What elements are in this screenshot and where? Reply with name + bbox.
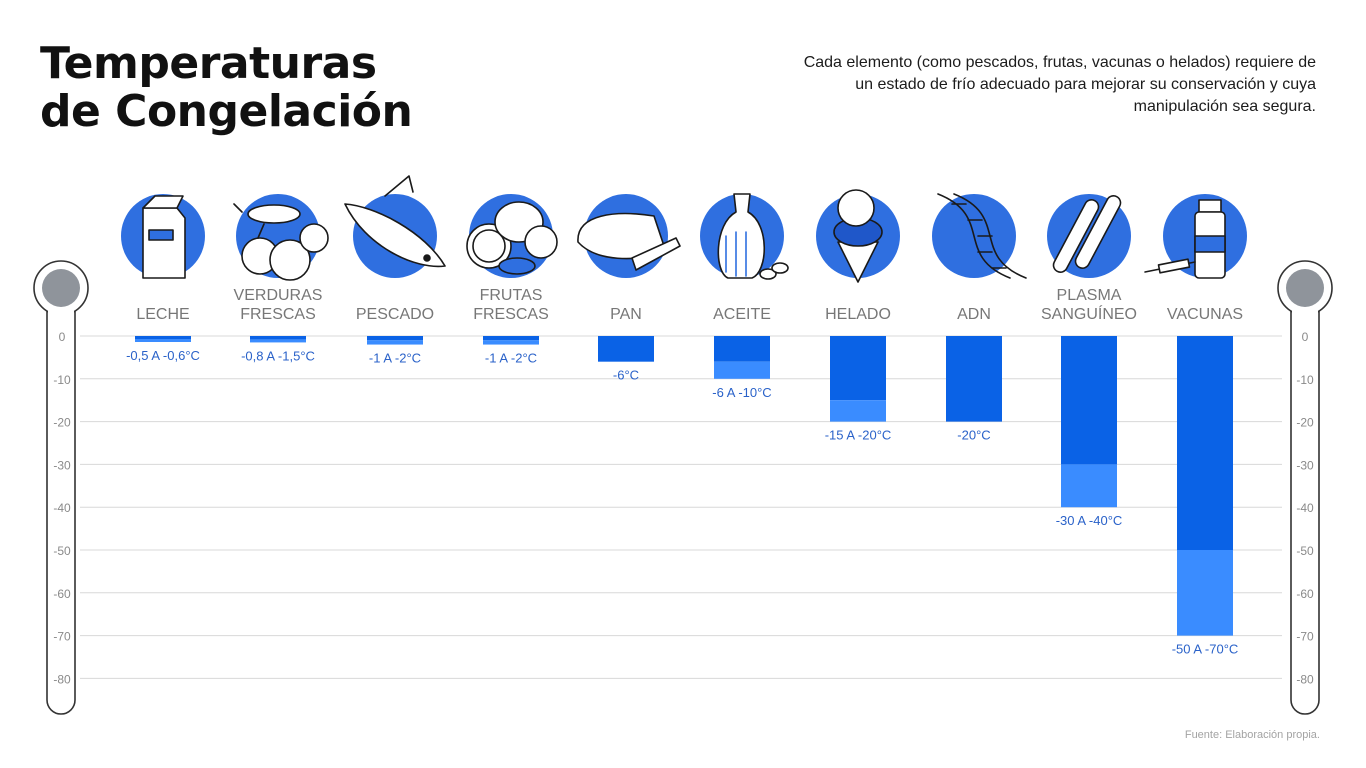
data-label: -15 A -20°C [825,428,892,443]
bar-warm-segment[interactable] [250,336,306,340]
category-label: ADN [957,306,991,323]
y-tick-label-right: -10 [1296,373,1314,387]
bar-range-segment[interactable] [830,400,886,422]
bar-range-segment[interactable] [1177,550,1233,636]
icon-art [344,175,446,268]
y-tick-label-left: -70 [53,630,71,644]
bread-icon [577,194,681,278]
y-tick-label-right: -50 [1296,544,1314,558]
data-label: -1 A -2°C [485,351,537,366]
y-tick-label-right: -70 [1296,630,1314,644]
olive-oil-jug-icon [700,193,789,280]
title-line-2: de Congelación [40,86,413,137]
vegetables-icon [233,194,329,281]
y-tick-label-left: -60 [53,587,71,601]
category-label: PAN [610,306,642,323]
category-vacunas: VACUNAS -50 A -70°C [1144,194,1247,657]
blood-tubes-icon [1047,194,1131,278]
data-label: -1 A -2°C [369,351,421,366]
category-label: VERDURAS [234,287,323,304]
bar-range-segment[interactable] [714,361,770,379]
bar-range-segment[interactable] [1061,464,1117,508]
icon-art [937,193,1027,279]
bar-warm-segment[interactable] [1061,336,1117,465]
ice-cream-cone-icon [816,189,900,283]
bar-warm-segment[interactable] [714,336,770,362]
icon-art [233,203,329,281]
milk-carton-icon [121,194,205,279]
y-tick-label-right: 0 [1302,330,1309,344]
y-tick-label-right: -20 [1296,416,1314,430]
thermometer-right [1277,260,1333,715]
icon-art [1144,199,1226,279]
source-note: Fuente: Elaboración propia. [1184,729,1320,741]
category-label: LECHE [136,306,189,323]
bar-range-segment[interactable] [135,339,191,342]
icon-art [577,212,681,271]
category-adn: ADN -20°C [932,193,1027,443]
y-tick-label-right: -40 [1296,501,1314,515]
category-label: FRESCAS [240,306,316,323]
bar-warm-segment[interactable] [135,336,191,339]
y-tick-label-left: -40 [53,501,71,515]
data-label: -6°C [613,368,639,383]
data-label: -6 A -10°C [712,385,771,400]
category-pan: PAN -6°C [577,194,681,383]
bar-range-segment[interactable] [483,340,539,345]
bar[interactable] [946,336,1002,422]
data-label: -30 A -40°C [1056,513,1123,528]
fish-icon [344,175,446,278]
y-tick-label-left: -20 [53,416,71,430]
thermometer-bulb [1286,269,1324,307]
dna-icon [932,193,1027,279]
y-tick-label-right: -30 [1296,458,1314,472]
data-label: -20°C [957,428,990,443]
thermometer-bulb [42,269,80,307]
icon-art [833,189,883,283]
bar-warm-segment[interactable] [830,336,886,401]
bar-warm-segment[interactable] [1177,336,1233,550]
icon-art [717,193,789,280]
citrus-fruits-icon [466,194,558,278]
y-tick-label-left: -30 [53,458,71,472]
category-helado: HELADO -15 A -20°C [816,189,900,443]
y-tick-label-left: -80 [53,672,71,686]
category-label: HELADO [825,306,891,323]
bar[interactable] [598,336,654,362]
y-tick-label-left: -10 [53,373,71,387]
y-tick-label-right: -60 [1296,587,1314,601]
icon-art [142,195,186,279]
y-tick-label-left: 0 [59,330,66,344]
category-verduras-frescas: VERDURAS FRESCAS -0,8 A -1,5°C [233,194,329,363]
title-line-1: Temperaturas [40,38,377,89]
chart-title: Temperaturas de Congelación [40,38,413,137]
thermometer-left [33,260,89,715]
category-aceite: ACEITE -6 A -10°C [700,193,789,400]
data-label: -0,5 A -0,6°C [126,348,200,363]
bar-range-segment[interactable] [250,339,306,343]
data-label: -50 A -70°C [1172,642,1239,657]
category-label: ACEITE [713,306,771,323]
bar-warm-segment[interactable] [367,336,423,341]
category-label: FRESCAS [473,306,549,323]
icon-art [466,201,558,275]
category-pescado: PESCADO -1 A -2°C [344,175,446,366]
chart-description: Cada elemento (como pescados, frutas, va… [803,54,1316,115]
category-leche: LECHE -0,5 A -0,6°C [121,194,205,363]
vaccine-vial-icon [1144,194,1247,279]
category-label: VACUNAS [1167,306,1243,323]
y-tick-label-left: -50 [53,544,71,558]
category-label: SANGUÍNEO [1041,304,1137,323]
y-tick-label-right: -80 [1296,672,1314,686]
bar-range-segment[interactable] [367,340,423,345]
category-label: PESCADO [356,306,434,323]
category-label: PLASMA [1057,287,1122,304]
category-label: FRUTAS [480,287,543,304]
category-frutas-frescas: FRUTAS FRESCAS -1 A -2°C [466,194,558,366]
icon-art [1052,195,1122,273]
bar-warm-segment[interactable] [483,336,539,341]
data-label: -0,8 A -1,5°C [241,348,315,363]
